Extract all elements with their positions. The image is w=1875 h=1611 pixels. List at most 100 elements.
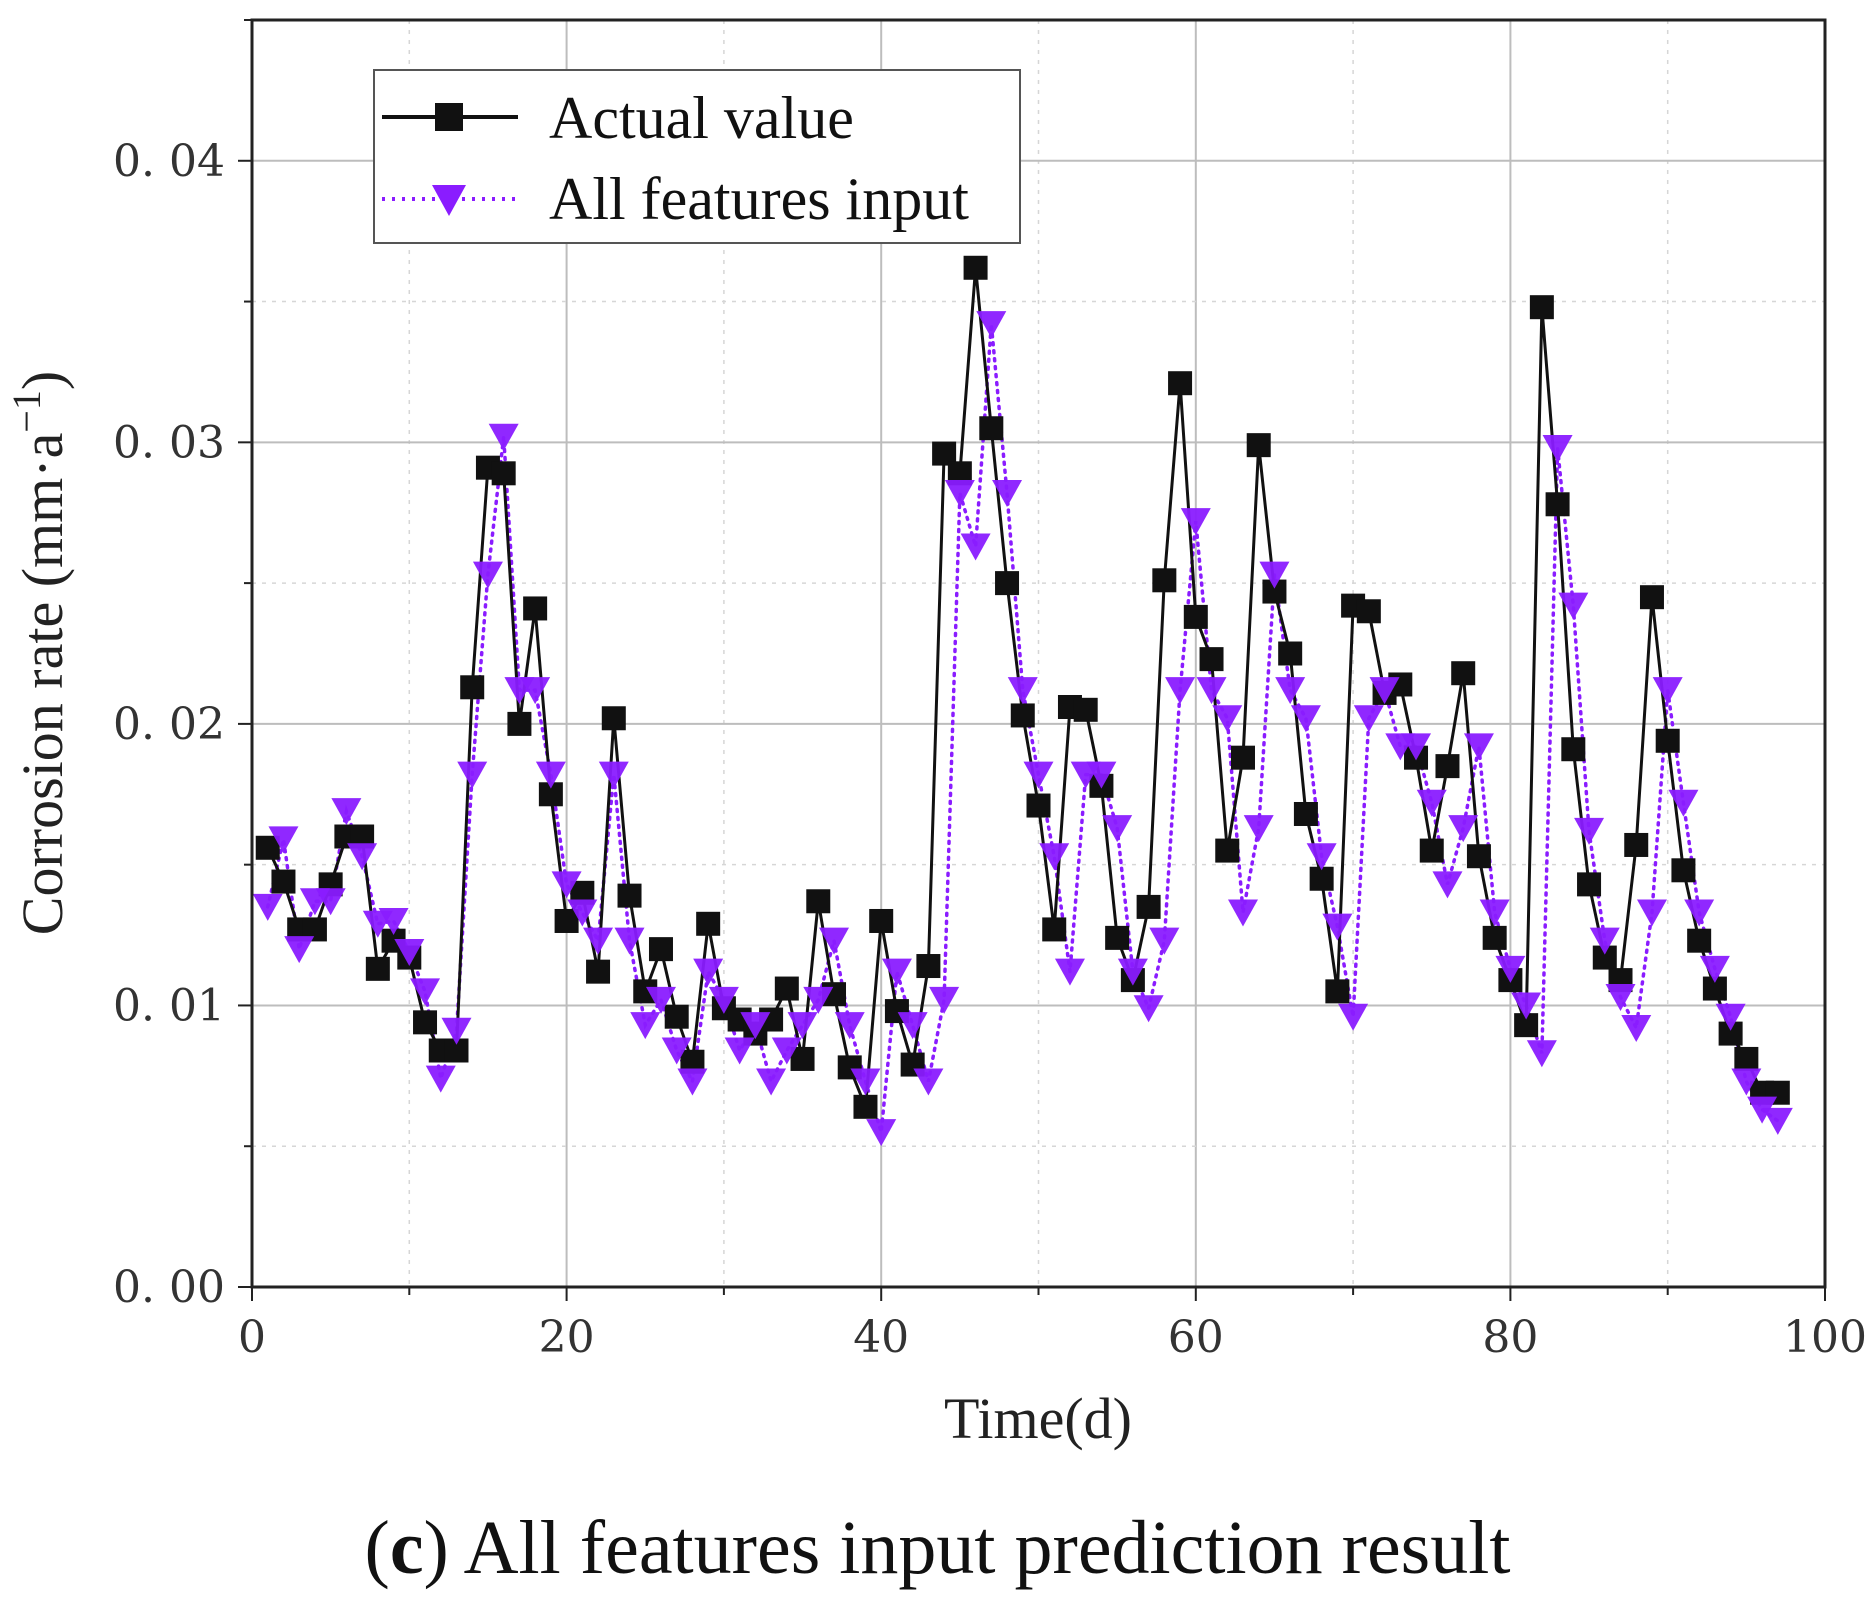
- all-features-input-point: [425, 1065, 456, 1093]
- all-features-input-point: [1448, 815, 1479, 843]
- all-features-input-point: [441, 1017, 472, 1045]
- actual-value-point: [1624, 832, 1649, 857]
- all-features-input-point: [598, 761, 629, 789]
- chart: 0 20 40 60 80 100 0. 00 0. 01 0. 02 0. 03 0. 04 Ti…: [4, 18, 1867, 1451]
- y-tick-label: 0. 01: [113, 980, 225, 1031]
- all-features-input-point: [1243, 815, 1274, 843]
- all-features-input-point: [834, 1012, 865, 1040]
- actual-value-point: [1545, 492, 1570, 517]
- all-features-input-point: [1259, 561, 1290, 589]
- actual-value-point: [774, 976, 799, 1001]
- legend-marker-predicted: [432, 185, 466, 216]
- all-features-input-point: [1605, 983, 1636, 1011]
- actual-value-point: [1183, 604, 1208, 629]
- actual-value-point: [1529, 295, 1554, 320]
- all-features-input-point: [1275, 677, 1306, 705]
- actual-value-point: [1356, 599, 1381, 624]
- all-features-input-point: [1652, 677, 1683, 705]
- actual-value-point: [869, 908, 894, 933]
- all-features-input-point: [1542, 434, 1573, 462]
- all-features-input-point: [252, 893, 283, 921]
- caption-text: All features input prediction result: [448, 1506, 1511, 1590]
- all-features-input-point: [457, 761, 488, 789]
- all-features-input-point: [1117, 958, 1148, 986]
- all-features-input-point: [551, 871, 582, 899]
- actual-value-point: [1042, 917, 1067, 942]
- all-features-input-point: [740, 1012, 771, 1040]
- actual-value-point: [460, 675, 485, 700]
- actual-value-point: [1293, 801, 1318, 826]
- all-features-input-point: [315, 888, 346, 916]
- actual-value-point: [365, 956, 390, 981]
- all-features-input-point: [819, 927, 850, 955]
- all-features-input-point: [1102, 815, 1133, 843]
- actual-value-point: [1168, 371, 1193, 396]
- actual-value-point: [1073, 697, 1098, 722]
- x-tick-label: 0: [238, 1312, 266, 1363]
- all-features-input-point: [1054, 958, 1085, 986]
- actual-value-point: [413, 1010, 438, 1035]
- y-tick-label: 0. 04: [113, 136, 225, 187]
- all-features-input-point: [929, 986, 960, 1014]
- actual-value-point: [1561, 737, 1586, 762]
- actual-value-point: [271, 869, 296, 894]
- x-tick-label: 100: [1783, 1312, 1867, 1363]
- all-features-input-point: [1589, 927, 1620, 955]
- all-features-input-point: [1432, 871, 1463, 899]
- all-features-input-point: [1699, 955, 1730, 983]
- all-features-input-point: [488, 423, 519, 451]
- all-features-input-point: [1684, 899, 1715, 927]
- all-features-input-point: [1196, 677, 1227, 705]
- all-features-input-point: [1180, 508, 1211, 536]
- all-features-input-point: [1369, 677, 1400, 705]
- all-features-input-point: [378, 907, 409, 935]
- all-features-input-point: [1526, 1040, 1557, 1068]
- all-features-input-point: [1165, 677, 1196, 705]
- y-axis-title-superscript: −1: [4, 390, 49, 433]
- all-features-input-point: [472, 561, 503, 589]
- all-features-input-point: [897, 1012, 928, 1040]
- actual-value-point: [1309, 866, 1334, 891]
- all-features-input-point: [1007, 677, 1038, 705]
- all-features-input-point: [724, 1037, 755, 1065]
- actual-value-point: [1215, 838, 1240, 863]
- all-features-input-point: [1227, 899, 1258, 927]
- all-features-input-point: [803, 986, 834, 1014]
- all-features-input-point: [1133, 995, 1164, 1023]
- all-features-input-point: [1039, 843, 1070, 871]
- actual-value-point: [1671, 858, 1696, 883]
- all-features-input-point: [1401, 733, 1432, 761]
- x-tick-label: 40: [853, 1312, 909, 1363]
- all-features-input-point: [1621, 1014, 1652, 1042]
- actual-value-point: [617, 883, 642, 908]
- y-tick-label: 0. 00: [113, 1262, 225, 1313]
- actual-value-point: [696, 911, 721, 936]
- all-features-input-point: [677, 1068, 708, 1096]
- actual-value-point: [1734, 1046, 1759, 1071]
- actual-value-point: [1687, 928, 1712, 953]
- actual-value-point: [1136, 894, 1161, 919]
- all-features-input-point: [410, 978, 441, 1006]
- all-features-input-point: [1511, 992, 1542, 1020]
- all-features-input-point: [992, 480, 1023, 508]
- actual-value-point: [979, 416, 1004, 441]
- caption-letter: c: [389, 1506, 424, 1590]
- actual-value-point: [1435, 754, 1460, 779]
- all-features-input-point: [913, 1068, 944, 1096]
- actual-value-point: [963, 255, 988, 280]
- legend-label-actual: Actual value: [549, 85, 854, 151]
- x-tick-label: 60: [1168, 1312, 1224, 1363]
- y-axis-title: Corrosion rate (mm·a−1): [4, 371, 75, 935]
- all-features-input-point: [1212, 705, 1243, 733]
- all-features-input-point: [944, 480, 975, 508]
- actual-value-point: [853, 1094, 878, 1119]
- actual-value-point: [554, 908, 579, 933]
- actual-value-point: [1482, 925, 1507, 950]
- all-features-input-point: [1731, 1068, 1762, 1096]
- actual-value-point: [995, 571, 1020, 596]
- all-features-input-point: [1668, 789, 1699, 817]
- actual-value-point: [1199, 647, 1224, 672]
- actual-value-point: [1010, 703, 1035, 728]
- y-axis-title-close: ): [10, 371, 75, 390]
- all-features-input-point: [284, 936, 315, 964]
